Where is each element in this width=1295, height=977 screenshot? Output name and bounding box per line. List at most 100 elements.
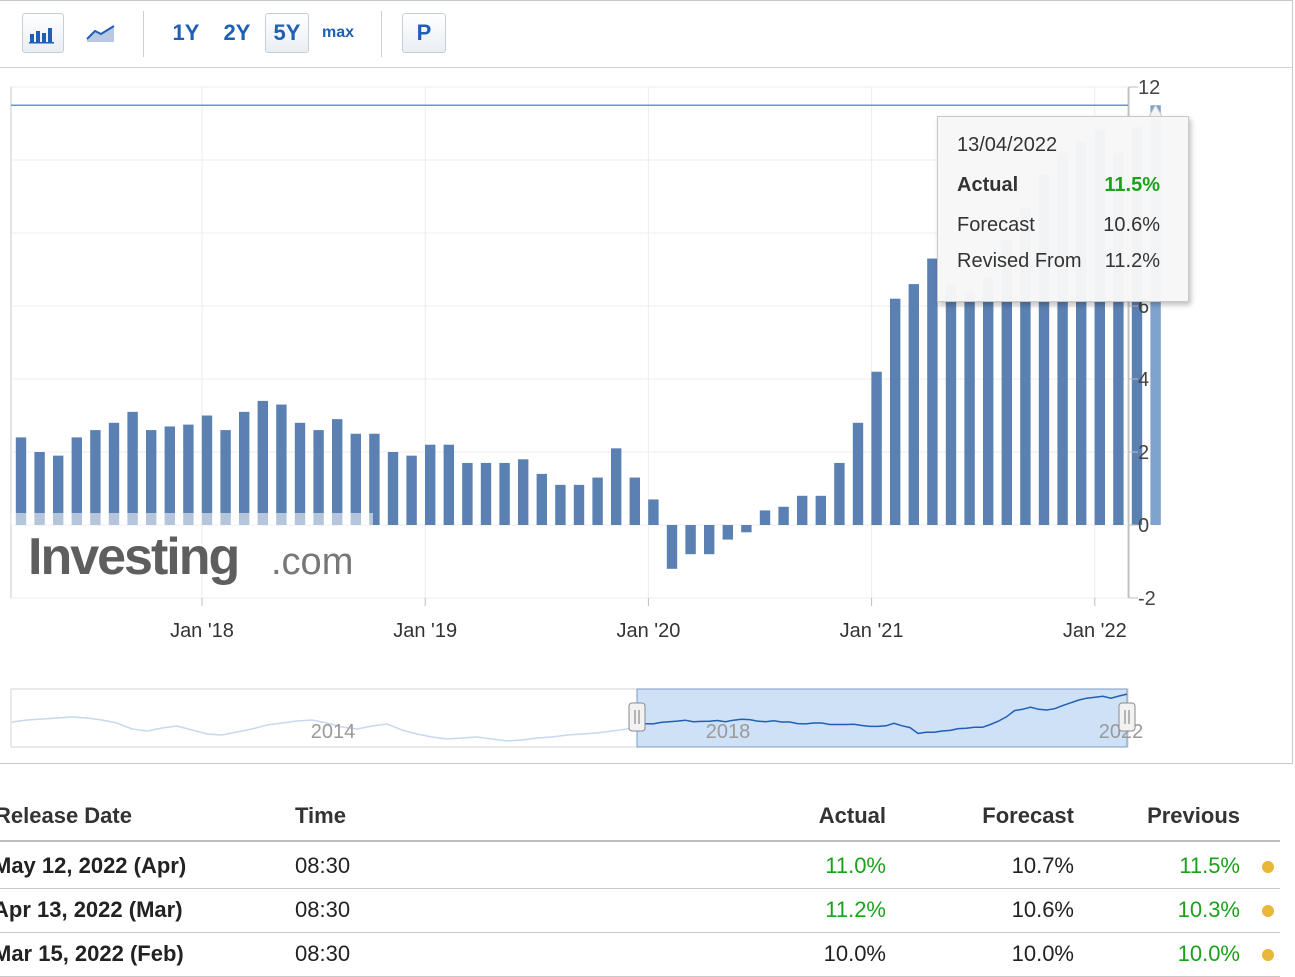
header-divider	[0, 840, 1280, 842]
chart-bar[interactable]	[350, 433, 361, 525]
chart-bar[interactable]	[276, 404, 287, 525]
header-forecast[interactable]: Forecast	[982, 803, 1074, 828]
cell-forecast: 10.6%	[1011, 897, 1074, 922]
chart-bar[interactable]	[15, 437, 27, 525]
navigator: 2014 2018 2022	[10, 688, 1143, 748]
chart-bar[interactable]	[871, 371, 882, 525]
data-tooltip: 13/04/2022 Actual 11.5% Forecast 10.6% R…	[937, 116, 1189, 302]
navigator-handle[interactable]	[1118, 702, 1136, 732]
chart-bar[interactable]	[1094, 130, 1105, 526]
chart-bar[interactable]	[908, 284, 919, 525]
chart-bar[interactable]	[257, 400, 268, 525]
chart-bar[interactable]	[629, 477, 640, 525]
line-chart-button[interactable]	[80, 13, 122, 53]
y-tick-label: 2	[1138, 442, 1149, 464]
chart-bar[interactable]	[1076, 141, 1087, 525]
chart-bar[interactable]	[294, 422, 306, 525]
navigator-handle[interactable]	[628, 702, 646, 732]
chart-bar[interactable]	[1057, 152, 1068, 525]
range-max-button[interactable]: max	[321, 24, 355, 41]
chart-bar[interactable]	[220, 430, 231, 525]
chart-bar[interactable]	[1038, 174, 1050, 525]
chart-bar[interactable]	[834, 462, 845, 525]
chart-bar[interactable]	[108, 422, 120, 525]
chart-bar[interactable]	[1020, 207, 1031, 525]
chart-bar[interactable]	[127, 411, 138, 525]
chart-bar[interactable]	[406, 455, 417, 525]
chart-bar[interactable]	[1113, 152, 1124, 525]
chart-bar[interactable]	[499, 462, 510, 525]
chart-bar[interactable]	[797, 495, 808, 525]
chart-bar[interactable]	[425, 444, 436, 525]
chart-bar[interactable]	[462, 462, 473, 525]
chart-bar[interactable]	[945, 284, 957, 525]
chart-bar[interactable]	[518, 459, 529, 525]
chart-bar[interactable]	[666, 525, 678, 569]
chart-bar[interactable]	[741, 525, 752, 533]
chart-bar[interactable]	[146, 430, 157, 525]
table-row: Apr 13, 2022 (Mar) 08:30 11.2% 10.6% 10.3%	[0, 888, 1280, 933]
y-tick-label: -2	[1138, 588, 1156, 610]
chart-bar[interactable]	[443, 444, 454, 525]
chart-bar[interactable]	[387, 452, 399, 525]
cell-release-date: Apr 13, 2022 (Mar)	[0, 897, 183, 922]
y-tick-label: 4	[1138, 369, 1149, 391]
chart-bar[interactable]	[573, 484, 585, 525]
chart-bar[interactable]	[983, 276, 994, 525]
chart-bar[interactable]	[1150, 105, 1161, 525]
header-release-date[interactable]: Release Date	[0, 803, 132, 828]
chart-bar[interactable]	[722, 525, 733, 540]
chart-bar[interactable]	[536, 473, 547, 525]
x-axis: Jan '18 Jan '19 Jan '20 Jan '21 Jan '22	[170, 598, 1127, 642]
chart-bar[interactable]	[183, 424, 194, 525]
chart-bar[interactable]	[313, 430, 324, 525]
importance-dot	[1262, 949, 1274, 961]
chart-bar[interactable]	[1001, 240, 1012, 526]
bar-chart-button[interactable]	[22, 13, 64, 53]
chart-bar[interactable]	[369, 433, 380, 525]
chart-bar[interactable]	[964, 291, 975, 525]
cell-actual: 11.2%	[825, 897, 886, 922]
y-tick-label: 6	[1138, 296, 1149, 318]
chart-bar[interactable]	[555, 484, 566, 525]
chart-bar[interactable]	[1131, 127, 1143, 526]
range-2y-button[interactable]: 2Y	[223, 20, 251, 45]
chart-bar[interactable]	[592, 477, 603, 525]
chart-bar[interactable]	[778, 506, 789, 525]
range-1y-button[interactable]: 1Y	[172, 20, 200, 45]
header-time[interactable]: Time	[295, 803, 346, 828]
chart-bar[interactable]	[648, 499, 659, 525]
header-actual[interactable]: Actual	[818, 803, 886, 828]
x-tick-label: Jan '20	[616, 620, 680, 642]
chart-bar[interactable]	[53, 455, 64, 525]
chart-bar[interactable]	[704, 525, 715, 555]
chart-bar[interactable]	[815, 495, 826, 525]
chart-bar[interactable]	[685, 525, 696, 555]
range-5y-button[interactable]: 5Y	[265, 13, 309, 53]
chart-bar[interactable]	[332, 419, 343, 525]
cell-forecast: 10.0%	[1011, 941, 1074, 966]
chart-bar[interactable]	[90, 430, 101, 525]
chart-bar[interactable]	[480, 462, 492, 525]
navigator-selection[interactable]	[636, 688, 1128, 748]
x-tick-label: Jan '21	[840, 620, 904, 642]
tooltip-forecast-label: Forecast	[957, 214, 1035, 236]
chart-bar[interactable]	[759, 510, 771, 525]
chart-bar[interactable]	[71, 437, 82, 525]
chart-bar[interactable]	[239, 411, 250, 525]
cell-time: 08:30	[295, 941, 351, 966]
chart-bar[interactable]	[34, 452, 45, 525]
chart-bar[interactable]	[611, 448, 622, 525]
chart-bar[interactable]	[927, 258, 938, 525]
table-row: May 12, 2022 (Apr) 08:30 11.0% 10.7% 11.5%	[0, 844, 1280, 889]
toolbar-separator	[381, 11, 382, 57]
y-tick-label: 0	[1138, 515, 1149, 537]
chart-bar[interactable]	[201, 415, 213, 526]
p-button[interactable]: P	[402, 13, 446, 53]
chart-bar[interactable]	[890, 298, 901, 525]
chart-bar[interactable]	[164, 426, 175, 525]
cell-previous: 10.0%	[1177, 941, 1240, 966]
header-previous[interactable]: Previous	[1147, 803, 1240, 828]
cell-time: 08:30	[295, 897, 351, 922]
chart-bar[interactable]	[852, 422, 864, 525]
